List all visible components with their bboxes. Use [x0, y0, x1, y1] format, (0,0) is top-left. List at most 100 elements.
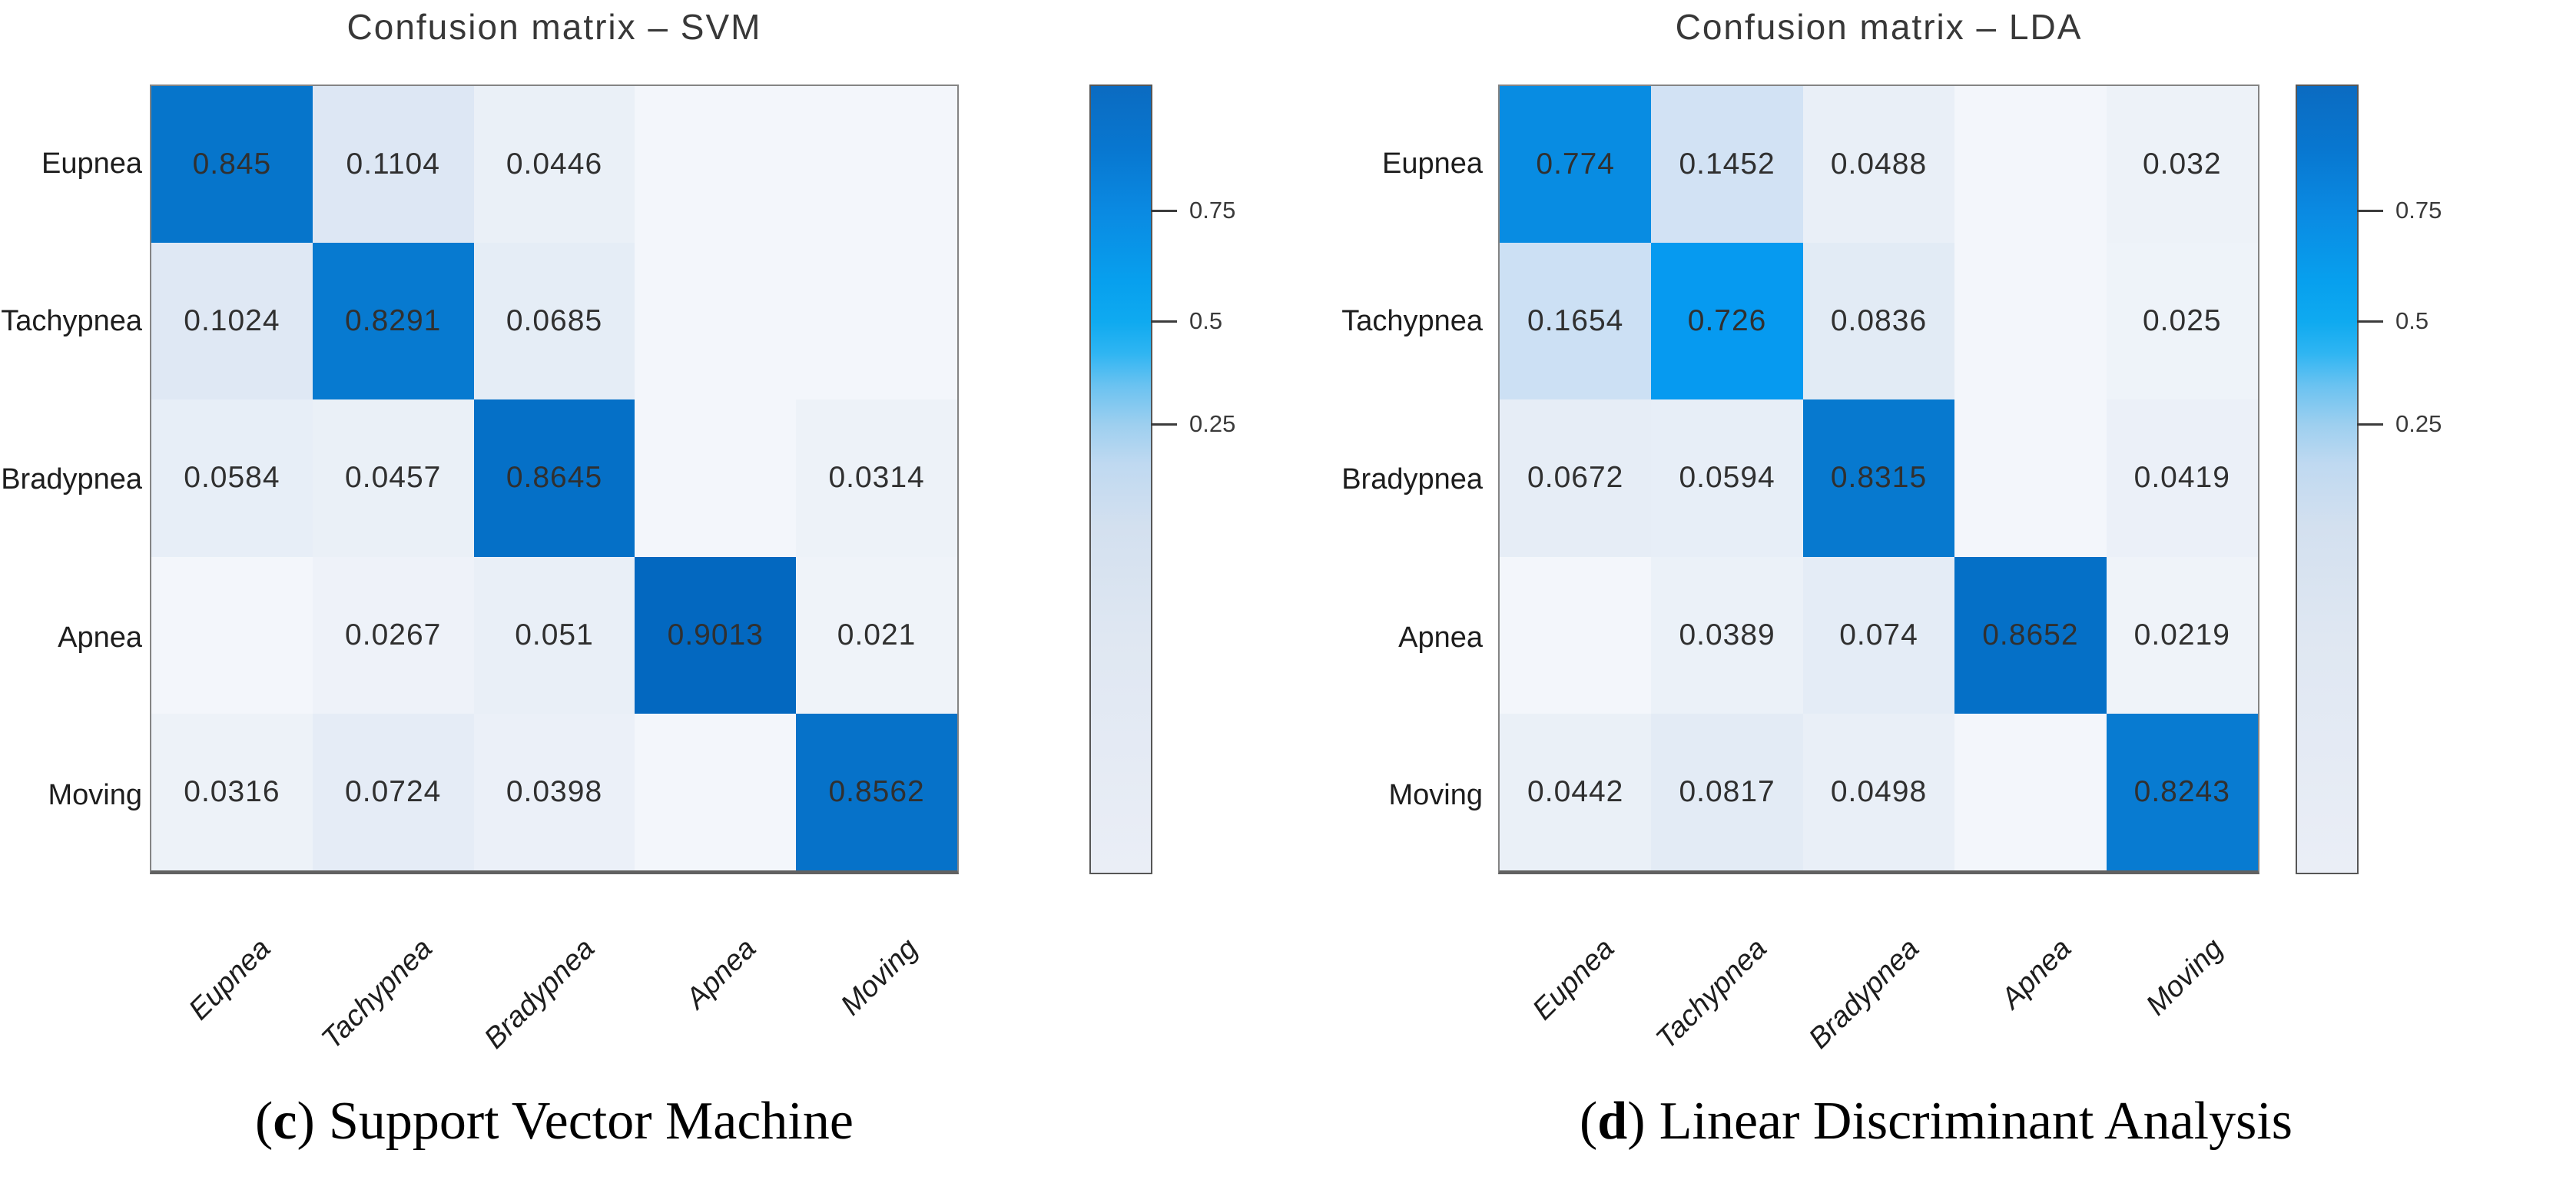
lda-cell-bradypnea-apnea — [1954, 399, 2107, 557]
svm-caption: (c) Support Vector Machine — [150, 1091, 959, 1152]
cell-value: 0.1024 — [184, 304, 280, 338]
lda-heatmap-grid: 0.774 0.1452 0.0488 0.032 0.1654 0.726 0.0836 0… — [1498, 85, 2259, 874]
lda-colorbar-tick — [2357, 210, 2383, 213]
svm-row-label-eupnea: Eupnea — [41, 147, 142, 180]
cell-value: 0.0817 — [1679, 774, 1775, 808]
cell-value: 0.0584 — [184, 461, 280, 495]
cell-value: 0.0594 — [1679, 461, 1775, 495]
lda-cell-apnea-eupnea — [1500, 556, 1652, 714]
cell-value: 0.074 — [1839, 618, 1918, 651]
lda-colorbar-tick-label: 0.25 — [2395, 410, 2442, 438]
cell-value: 0.0446 — [506, 148, 603, 181]
svm-row-label-bradypnea: Bradypnea — [1, 463, 142, 496]
lda-cell-tachypnea-moving: 0.025 — [2106, 243, 2258, 400]
cell-value: 0.0314 — [828, 461, 925, 495]
svm-colorbar-tick — [1151, 210, 1177, 213]
lda-col-label-apnea: Apnea — [1994, 932, 2078, 1016]
lda-cell-apnea-moving: 0.0219 — [2106, 556, 2258, 714]
cell-value: 0.0389 — [1679, 618, 1775, 651]
svm-colorbar-tick — [1151, 320, 1177, 323]
svm-cell-moving-tachypnea: 0.0724 — [312, 713, 474, 870]
cell-value: 0.8645 — [506, 461, 603, 495]
lda-caption-text: Linear Discriminant Analysis — [1659, 1092, 2293, 1151]
lda-row-label-apnea: Apnea — [1398, 621, 1483, 654]
lda-row-label-eupnea: Eupnea — [1381, 147, 1483, 180]
lda-col-label-tachypnea: Tachypnea — [1649, 932, 1773, 1056]
cell-value: 0.8315 — [1830, 461, 1928, 495]
lda-caption: (d) Linear Discriminant Analysis — [1498, 1091, 2374, 1152]
svm-row-label-apnea: Apnea — [58, 621, 142, 654]
cell-value: 0.9013 — [667, 618, 764, 651]
lda-colorbar-tick — [2357, 423, 2383, 426]
svm-heatmap-grid: 0.845 0.1104 0.0446 0.1024 0.8291 0.0685 0.058… — [150, 85, 959, 874]
lda-cell-eupnea-tachypnea: 0.1452 — [1651, 86, 1803, 244]
svm-cell-moving-bradypnea: 0.0398 — [473, 713, 635, 870]
lda-col-label-bradypnea: Bradypnea — [1802, 932, 1925, 1056]
cell-value: 0.0419 — [2133, 461, 2230, 495]
svm-cell-eupnea-bradypnea: 0.0446 — [473, 86, 635, 244]
cell-value: 0.0724 — [345, 774, 442, 808]
lda-colorbar-tick — [2357, 320, 2383, 323]
lda-cell-tachypnea-apnea — [1954, 243, 2107, 400]
svm-caption-paren-open: ( — [255, 1092, 274, 1151]
cell-value: 0.0685 — [506, 304, 603, 338]
lda-cell-eupnea-apnea — [1954, 86, 2107, 244]
svm-cell-bradypnea-tachypnea: 0.0457 — [312, 399, 474, 557]
svm-cell-bradypnea-eupnea: 0.0584 — [151, 399, 313, 557]
svm-cell-bradypnea-moving: 0.0314 — [796, 399, 957, 557]
lda-chart-title: Confusion matrix – LDA — [1675, 7, 2083, 47]
cell-value: 0.0398 — [506, 774, 603, 808]
svm-cell-bradypnea-apnea — [635, 399, 797, 557]
lda-cell-moving-bradypnea: 0.0498 — [1802, 713, 1955, 870]
svm-colorbar-tick-label: 0.5 — [1189, 307, 1223, 335]
cell-value: 0.845 — [192, 148, 272, 181]
svm-colorbar — [1089, 85, 1152, 874]
lda-cell-apnea-apnea: 0.8652 — [1954, 556, 2107, 714]
cell-value: 0.0488 — [1830, 148, 1928, 181]
cell-value: 0.051 — [515, 618, 594, 651]
svm-caption-paren-close: ) — [297, 1092, 315, 1151]
svm-cell-eupnea-moving — [796, 86, 957, 244]
lda-cell-eupnea-bradypnea: 0.0488 — [1802, 86, 1955, 244]
lda-cell-bradypnea-bradypnea: 0.8315 — [1802, 399, 1955, 557]
svm-cell-apnea-apnea: 0.9013 — [635, 556, 797, 714]
svm-col-label-bradypnea: Bradypnea — [478, 932, 601, 1056]
lda-caption-paren-close: ) — [1627, 1092, 1646, 1151]
svm-col-label-moving: Moving — [834, 932, 925, 1023]
svm-cell-eupnea-eupnea: 0.845 — [151, 86, 313, 244]
lda-cell-apnea-tachypnea: 0.0389 — [1651, 556, 1803, 714]
svm-chart-title: Confusion matrix – SVM — [346, 7, 762, 47]
cell-value: 0.032 — [2142, 148, 2222, 181]
lda-caption-letter: d — [1597, 1092, 1628, 1151]
cell-value: 0.726 — [1687, 304, 1767, 338]
cell-value: 0.8652 — [1982, 618, 2079, 651]
lda-cell-apnea-bradypnea: 0.074 — [1802, 556, 1955, 714]
lda-cell-bradypnea-moving: 0.0419 — [2106, 399, 2258, 557]
svm-cell-moving-apnea — [635, 713, 797, 870]
cell-value: 0.8291 — [345, 304, 442, 338]
svm-row-label-moving: Moving — [48, 779, 143, 812]
cell-value: 0.0316 — [184, 774, 280, 808]
cell-value: 0.0267 — [345, 618, 442, 651]
svm-cell-apnea-moving: 0.021 — [796, 556, 957, 714]
lda-cell-bradypnea-eupnea: 0.0672 — [1500, 399, 1652, 557]
cell-value: 0.0498 — [1830, 774, 1928, 808]
lda-col-label-moving: Moving — [2140, 932, 2230, 1023]
svm-colorbar-tick-label: 0.25 — [1189, 410, 1236, 438]
lda-cell-tachypnea-bradypnea: 0.0836 — [1802, 243, 1955, 400]
svm-cell-moving-eupnea: 0.0316 — [151, 713, 313, 870]
cell-value: 0.0672 — [1527, 461, 1624, 495]
cell-value: 0.0457 — [345, 461, 442, 495]
svm-colorbar-tick-label: 0.75 — [1189, 197, 1236, 224]
svm-cell-tachypnea-moving — [796, 243, 957, 400]
lda-caption-paren-open: ( — [1579, 1092, 1598, 1151]
lda-cell-eupnea-moving: 0.032 — [2106, 86, 2258, 244]
cell-value: 0.021 — [837, 618, 917, 651]
cell-value: 0.774 — [1536, 148, 1615, 181]
cell-value: 0.025 — [2142, 304, 2222, 338]
lda-colorbar-tick-label: 0.75 — [2395, 197, 2442, 224]
svm-cell-apnea-tachypnea: 0.0267 — [312, 556, 474, 714]
svm-col-label-tachypnea: Tachypnea — [316, 932, 439, 1056]
svm-cell-tachypnea-bradypnea: 0.0685 — [473, 243, 635, 400]
lda-colorbar-tick-label: 0.5 — [2395, 307, 2429, 335]
